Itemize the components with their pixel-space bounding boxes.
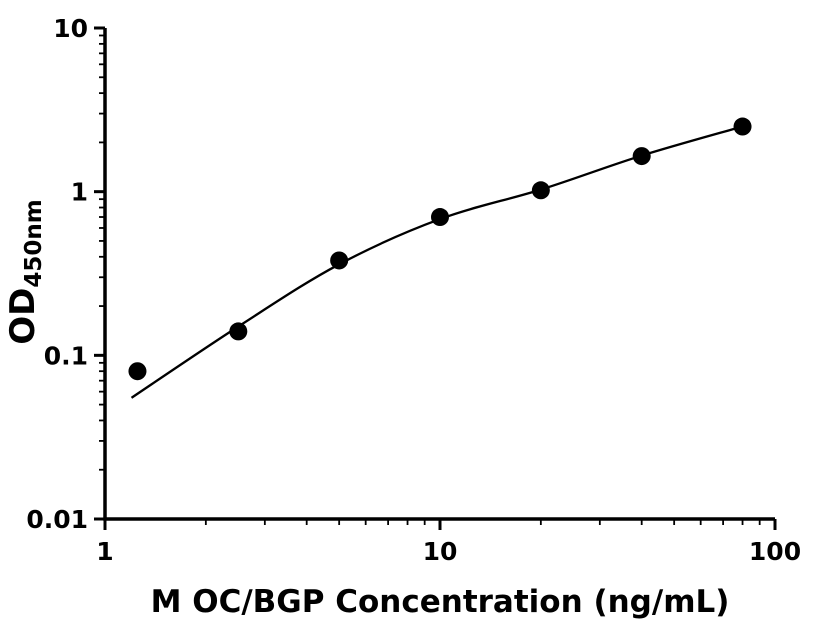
data-point: [229, 322, 248, 341]
x-tick-label: 100: [749, 537, 801, 566]
data-layer: [128, 117, 752, 399]
x-axis-title: M OC/BGP Concentration (ng/mL): [151, 584, 730, 620]
x-tick-label: 1: [96, 537, 113, 566]
y-tick-label: 0.01: [26, 505, 88, 534]
data-point: [128, 362, 147, 381]
y-axis-title: OD450nm: [3, 199, 47, 345]
y-tick-label: 0.1: [44, 341, 88, 370]
data-point: [330, 251, 349, 270]
data-point: [531, 181, 550, 200]
y-axis-title-subscript: 450nm: [21, 199, 47, 287]
axes-layer: 1 10 100 0.01 0.1 1 10: [26, 14, 801, 566]
y-axis-title-main: OD: [3, 288, 43, 345]
data-point: [733, 117, 752, 136]
data-point: [431, 208, 449, 227]
y-tick-label: 10: [53, 14, 88, 43]
x-tick-label: 10: [423, 537, 458, 566]
data-point: [632, 147, 651, 166]
axis-spines: [103, 28, 775, 521]
fit-curve: [130, 125, 743, 399]
y-tick-label: 1: [71, 178, 88, 207]
